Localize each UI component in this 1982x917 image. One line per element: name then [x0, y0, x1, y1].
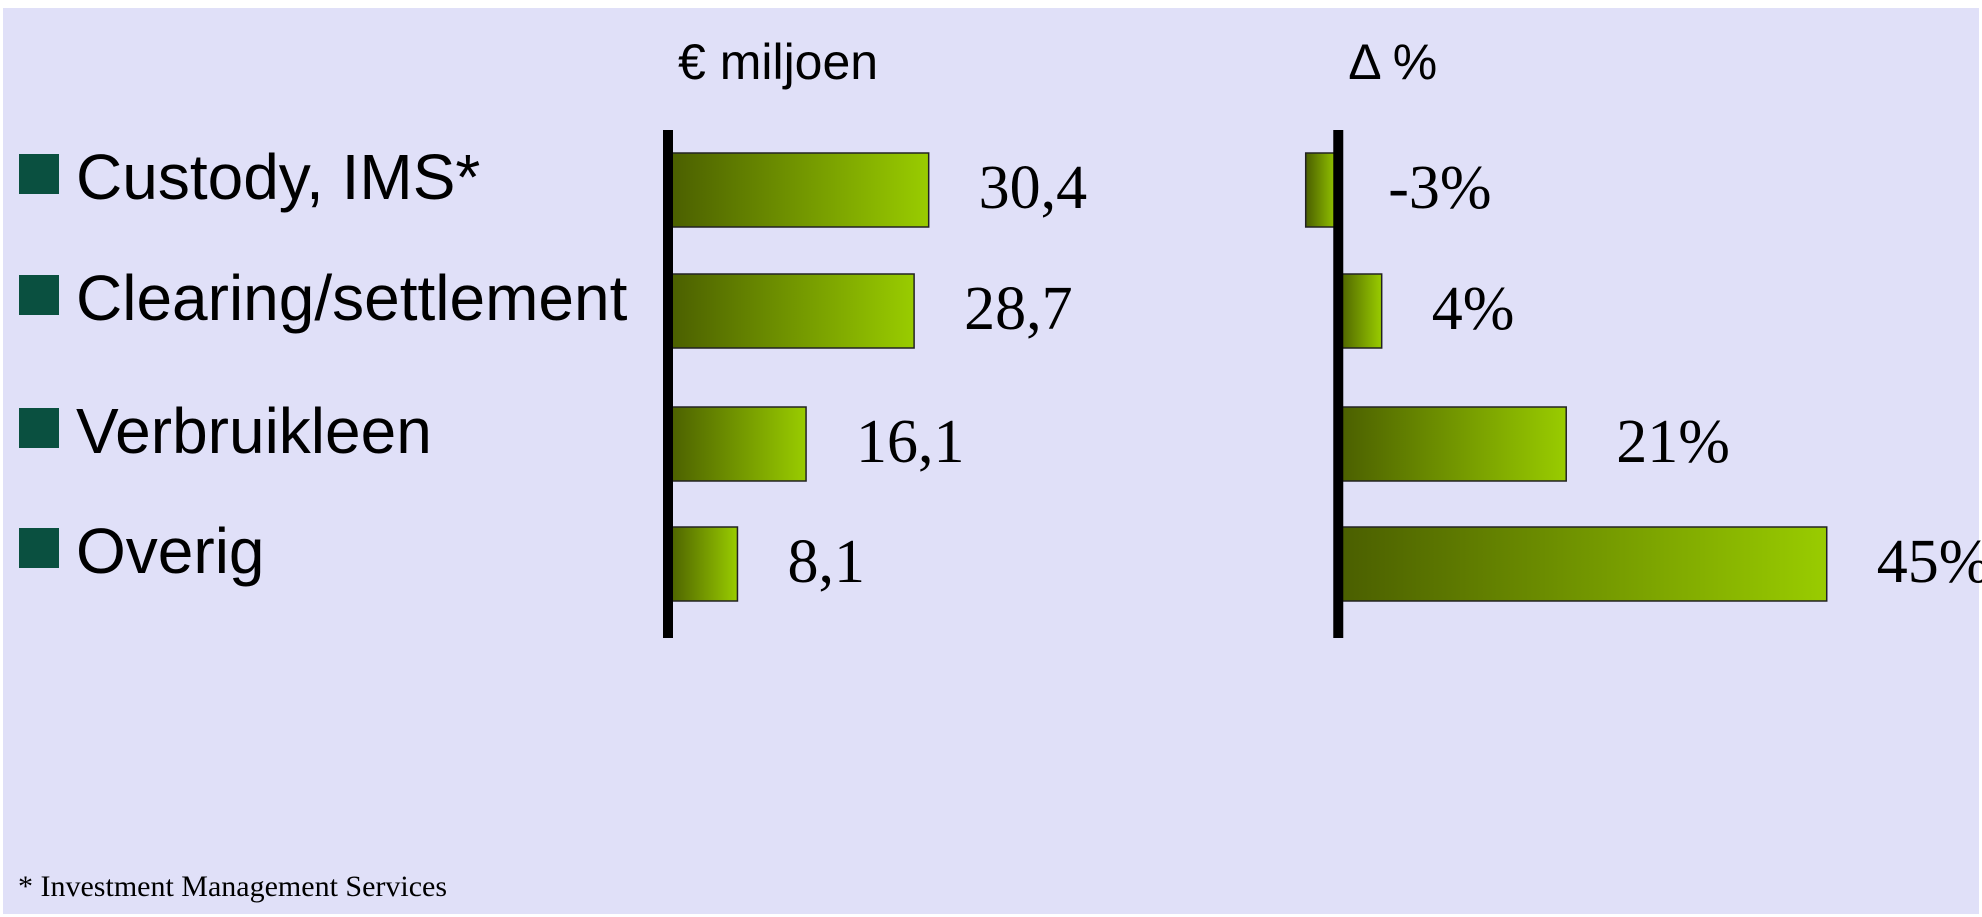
bar	[1304, 152, 1340, 228]
bar	[1337, 273, 1383, 349]
value-label: -3%	[1388, 154, 1491, 222]
chart-title: € miljoen	[678, 34, 878, 90]
bar	[667, 526, 739, 602]
legend-swatch	[19, 408, 59, 448]
value-label: 45%	[1877, 528, 1982, 596]
value-label: 8,1	[787, 528, 865, 596]
value-label: 4%	[1432, 275, 1515, 343]
bar	[667, 273, 915, 349]
chart-title: Δ %	[1348, 34, 1437, 90]
bar	[1337, 406, 1567, 482]
footnote: * Investment Management Services	[18, 870, 447, 903]
value-label: 16,1	[856, 408, 965, 476]
category-label: Clearing/settlement	[76, 262, 628, 334]
legend-swatch	[19, 154, 59, 194]
bar	[667, 152, 930, 228]
category-label: Verbruikleen	[76, 395, 432, 467]
value-label: 30,4	[979, 154, 1087, 222]
bar	[1337, 526, 1828, 602]
background	[3, 8, 1979, 914]
category-label: Custody, IMS*	[76, 141, 480, 213]
category-label: Overig	[76, 515, 265, 587]
legend-swatch	[19, 275, 59, 315]
legend-swatch	[19, 528, 59, 568]
value-label: 28,7	[964, 275, 1073, 343]
value-label: 21%	[1616, 408, 1730, 476]
bar	[667, 406, 807, 482]
